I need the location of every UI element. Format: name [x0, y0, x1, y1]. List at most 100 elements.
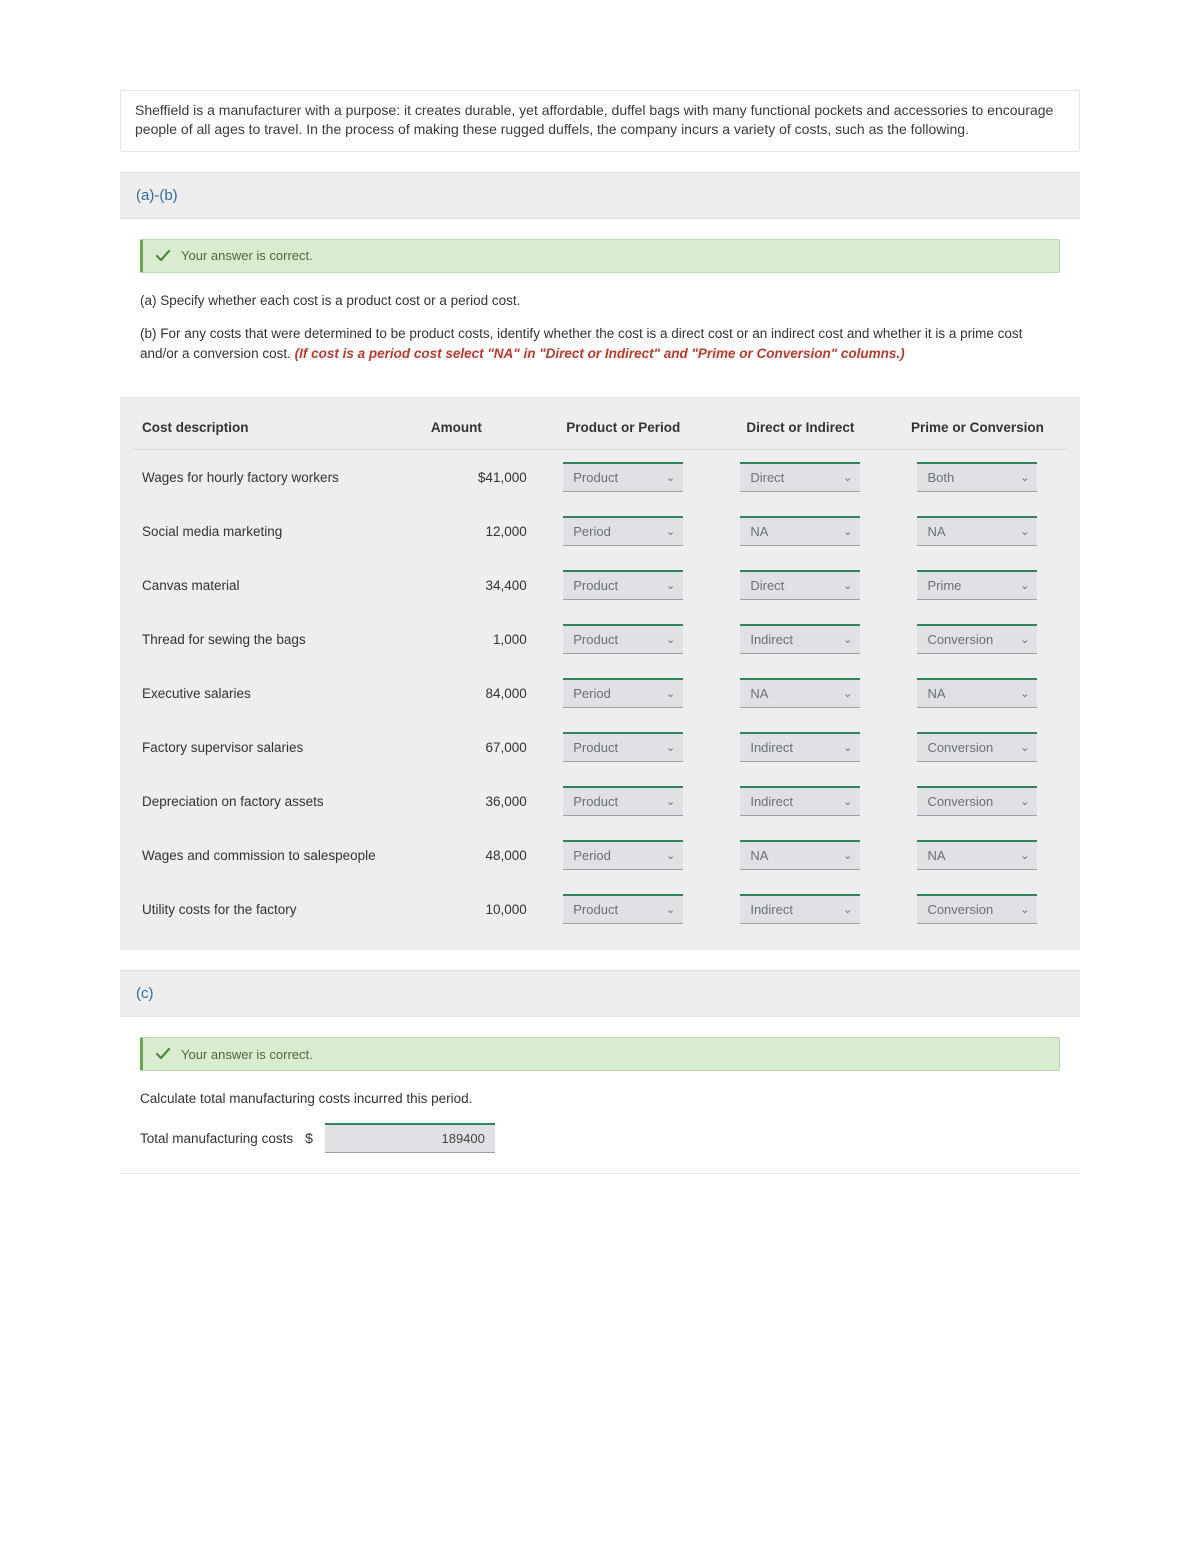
product-period-select[interactable]: Product ⌄	[563, 570, 683, 600]
chevron-down-icon: ⌄	[843, 795, 852, 808]
direct-indirect-select[interactable]: Direct⌄	[740, 570, 860, 600]
cost-amount: 34,400	[423, 558, 535, 612]
correct-banner-text: Your answer is correct.	[181, 1047, 313, 1062]
direct-indirect-select[interactable]: NA⌄	[740, 516, 860, 546]
cost-table: Cost description Amount Product or Perio…	[134, 410, 1066, 936]
cost-description: Wages and commission to salespeople	[134, 828, 423, 882]
question-b-hint: (If cost is a period cost select "NA" in…	[295, 346, 905, 361]
chevron-down-icon: ⌄	[1020, 741, 1029, 754]
dropdown-value: Indirect	[750, 902, 793, 917]
prime-conversion-select[interactable]: NA ⌄	[917, 516, 1037, 546]
table-row: Social media marketing12,000Period⌄NA⌄NA…	[134, 504, 1066, 558]
chevron-down-icon: ⌄	[666, 471, 675, 484]
prime-conversion-select[interactable]: Conversion ⌄	[917, 786, 1037, 816]
chevron-down-icon: ⌄	[1020, 471, 1029, 484]
cost-description: Social media marketing	[134, 504, 423, 558]
dropdown-value: Indirect	[750, 794, 793, 809]
chevron-down-icon: ⌄	[843, 579, 852, 592]
prime-conversion-select[interactable]: Conversion⌄	[917, 894, 1037, 924]
product-period-select[interactable]: Product⌄	[563, 624, 683, 654]
chevron-down-icon: ⌄	[666, 741, 675, 754]
table-row: Thread for sewing the bags1,000Product⌄I…	[134, 612, 1066, 666]
dropdown-value: Product	[573, 902, 618, 917]
table-row: Executive salaries84,000Period⌄NA⌄NA⌄	[134, 666, 1066, 720]
dropdown-value: Product	[573, 740, 618, 755]
prime-conversion-select[interactable]: NA⌄	[917, 678, 1037, 708]
chevron-down-icon: ⌄	[666, 525, 675, 538]
chevron-down-icon: ⌄	[1020, 849, 1029, 862]
cost-description: Wages for hourly factory workers	[134, 450, 423, 505]
question-a-text: (a) Specify whether each cost is a produ…	[140, 291, 1060, 311]
chevron-down-icon: ⌄	[843, 741, 852, 754]
col-product-period: Product or Period	[535, 410, 712, 450]
check-icon	[155, 248, 171, 264]
product-period-select[interactable]: Product ⌄	[563, 786, 683, 816]
col-desc: Cost description	[134, 410, 423, 450]
direct-indirect-select[interactable]: Indirect⌄	[740, 732, 860, 762]
dropdown-value: Product	[573, 632, 618, 647]
product-period-select[interactable]: Period ⌄	[563, 516, 683, 546]
chevron-down-icon: ⌄	[666, 903, 675, 916]
dropdown-value: Both	[927, 470, 954, 485]
table-row: Wages and commission to salespeople48,00…	[134, 828, 1066, 882]
table-row: Canvas material34,400Product⌄Direct⌄Prim…	[134, 558, 1066, 612]
cost-description: Factory supervisor salaries	[134, 720, 423, 774]
cost-amount: 36,000	[423, 774, 535, 828]
product-period-select[interactable]: Period ⌄	[563, 678, 683, 708]
dropdown-value: Prime	[927, 578, 961, 593]
dropdown-value: Period	[573, 524, 611, 539]
dropdown-value: Conversion	[927, 740, 993, 755]
direct-indirect-select[interactable]: NA⌄	[740, 678, 860, 708]
dropdown-value: NA	[927, 524, 945, 539]
col-direct-indirect: Direct or Indirect	[712, 410, 889, 450]
total-mfg-cost-input[interactable]: 189400	[325, 1123, 495, 1153]
chevron-down-icon: ⌄	[1020, 579, 1029, 592]
chevron-down-icon: ⌄	[843, 903, 852, 916]
dropdown-value: Product	[573, 794, 618, 809]
chevron-down-icon: ⌄	[666, 687, 675, 700]
cost-amount: 10,000	[423, 882, 535, 936]
direct-indirect-select[interactable]: NA⌄	[740, 840, 860, 870]
correct-banner-c: Your answer is correct.	[140, 1037, 1060, 1071]
chevron-down-icon: ⌄	[843, 633, 852, 646]
col-amount: Amount	[423, 410, 535, 450]
chevron-down-icon: ⌄	[666, 795, 675, 808]
chevron-down-icon: ⌄	[1020, 903, 1029, 916]
direct-indirect-select[interactable]: Indirect ⌄	[740, 624, 860, 654]
direct-indirect-select[interactable]: Direct⌄	[740, 462, 860, 492]
question-c-text: Calculate total manufacturing costs incu…	[140, 1089, 1060, 1109]
chevron-down-icon: ⌄	[666, 579, 675, 592]
table-row: Factory supervisor salaries67,000Product…	[134, 720, 1066, 774]
table-row: Wages for hourly factory workers$41,000P…	[134, 450, 1066, 505]
chevron-down-icon: ⌄	[1020, 795, 1029, 808]
chevron-down-icon: ⌄	[1020, 525, 1029, 538]
prime-conversion-select[interactable]: Conversion⌄	[917, 624, 1037, 654]
cost-description: Utility costs for the factory	[134, 882, 423, 936]
dropdown-value: Indirect	[750, 632, 793, 647]
chevron-down-icon: ⌄	[843, 471, 852, 484]
product-period-select[interactable]: Product ⌄	[563, 894, 683, 924]
cost-description: Executive salaries	[134, 666, 423, 720]
product-period-select[interactable]: Product⌄	[563, 462, 683, 492]
question-b-text: (b) For any costs that were determined t…	[140, 324, 1060, 363]
table-row: Utility costs for the factory10,000 Produ…	[134, 882, 1066, 936]
dropdown-value: Product	[573, 578, 618, 593]
currency-symbol: $	[305, 1130, 313, 1146]
dropdown-value: Conversion	[927, 794, 993, 809]
product-period-select[interactable]: Product ⌄	[563, 732, 683, 762]
direct-indirect-select[interactable]: Indirect ⌄	[740, 786, 860, 816]
prime-conversion-select[interactable]: Both ⌄	[917, 462, 1037, 492]
dropdown-value: NA	[927, 686, 945, 701]
section-ab-body: Your answer is correct. (a) Specify whet…	[120, 219, 1080, 399]
prime-conversion-select[interactable]: Prime ⌄	[917, 570, 1037, 600]
cost-description: Thread for sewing the bags	[134, 612, 423, 666]
prime-conversion-select[interactable]: Conversion ⌄	[917, 732, 1037, 762]
dropdown-value: Period	[573, 848, 611, 863]
dropdown-value: NA	[927, 848, 945, 863]
direct-indirect-select[interactable]: Indirect ⌄	[740, 894, 860, 924]
dropdown-value: Period	[573, 686, 611, 701]
product-period-select[interactable]: Period⌄	[563, 840, 683, 870]
problem-intro: Sheffield is a manufacturer with a purpo…	[120, 90, 1080, 152]
prime-conversion-select[interactable]: NA ⌄	[917, 840, 1037, 870]
chevron-down-icon: ⌄	[843, 687, 852, 700]
